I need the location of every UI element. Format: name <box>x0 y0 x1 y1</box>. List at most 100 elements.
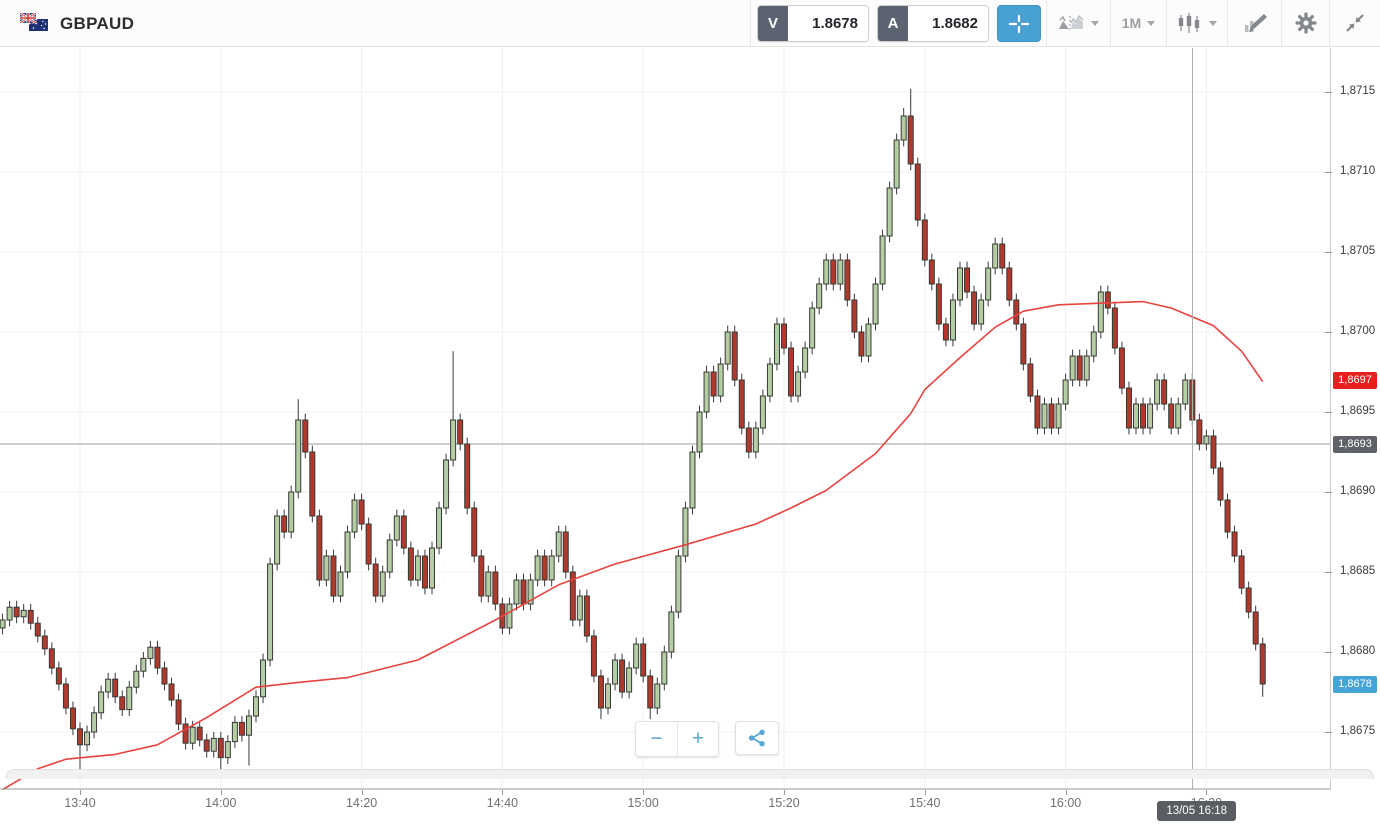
candle-down <box>1245 587 1252 613</box>
time-tick <box>1206 790 1208 795</box>
candle-down <box>858 331 865 357</box>
zoom-button-group: − + <box>635 721 719 757</box>
time-axis[interactable]: 13/05 16:18 13:40 14:00 14:20 14:40 15:00 15:… <box>0 790 1380 821</box>
candle-up <box>1055 403 1062 429</box>
candle-up <box>147 646 154 659</box>
candle-up <box>288 491 295 533</box>
candle-down <box>731 331 738 381</box>
gear-icon <box>1295 12 1316 34</box>
candle-up <box>0 619 6 629</box>
price-chart[interactable] <box>0 48 1330 790</box>
candle-down <box>640 643 647 677</box>
candle-up <box>231 721 238 743</box>
candle-up <box>189 726 196 744</box>
price-tick-label: 1,8705 <box>1340 245 1376 257</box>
timeframe-dropdown[interactable]: 1M <box>1110 0 1166 46</box>
candle-down <box>520 579 527 605</box>
symbol-title: GBPAUD <box>60 14 135 33</box>
price-axis[interactable]: 1,8697 1,8693 1,8678 1,8715 1,8710 1,8705 1… <box>1325 48 1380 790</box>
candle-up <box>682 507 689 557</box>
candle-up <box>1097 291 1104 333</box>
candle-down <box>921 219 928 261</box>
uk-flag-icon <box>20 13 36 23</box>
candle-down <box>597 675 604 709</box>
candle-up <box>675 555 682 613</box>
moving-average-line <box>2 300 1264 790</box>
candle-up <box>485 571 492 597</box>
candle-down <box>203 739 210 752</box>
crosshair-toggle-button[interactable] <box>997 5 1041 42</box>
chart-toolbar: GBPAUD V 1.8678 A 1.8682 <box>0 0 1380 47</box>
chevron-down-icon <box>1147 21 1156 26</box>
candle-down <box>464 443 471 509</box>
bottom-panel-edge <box>6 769 1374 779</box>
candle-up <box>1147 403 1154 429</box>
candle-down <box>738 379 745 429</box>
candle-up <box>386 539 393 573</box>
price-tick-label: 1,8690 <box>1340 485 1376 497</box>
candle-down <box>619 659 626 693</box>
candle-up <box>654 683 661 709</box>
candle-up <box>91 712 98 733</box>
time-tick <box>220 790 222 795</box>
chevron-down-icon <box>1091 21 1099 26</box>
candle-up <box>436 507 443 549</box>
time-tick <box>361 790 363 795</box>
candle-down <box>217 737 224 759</box>
zoom-in-button[interactable]: + <box>677 722 718 756</box>
drawing-tools-button[interactable] <box>1227 0 1281 46</box>
candle-down <box>471 507 478 557</box>
candle-down <box>372 563 379 597</box>
collapse-button[interactable] <box>1329 0 1380 46</box>
candle-down <box>583 595 590 637</box>
candle-up <box>274 515 281 565</box>
candle-down <box>457 419 464 445</box>
candle-down <box>400 515 407 549</box>
candle-up <box>886 187 893 237</box>
candle-up <box>823 259 830 285</box>
time-tick-label: 15:00 <box>627 796 659 810</box>
candle-up <box>626 667 633 693</box>
price-tick-label: 1,8685 <box>1340 565 1376 577</box>
time-tick <box>784 790 785 795</box>
candle-up <box>1182 379 1189 405</box>
candle-up <box>668 611 675 653</box>
candle-down <box>1217 467 1224 501</box>
candle-down <box>1161 379 1168 405</box>
chart-type-dropdown[interactable] <box>1046 0 1110 46</box>
candle-up <box>1203 435 1210 445</box>
sell-quote-button[interactable]: V 1.8678 <box>757 5 869 42</box>
candle-up <box>949 299 956 341</box>
candle-down <box>41 635 48 650</box>
candle-up <box>323 555 330 581</box>
candle-down <box>942 323 949 341</box>
chart-controls: − + <box>635 721 779 757</box>
share-button[interactable] <box>735 721 779 755</box>
candle-down <box>928 259 935 285</box>
candle-down <box>1027 363 1034 397</box>
candle-down <box>365 523 372 565</box>
candle-up <box>1062 379 1069 405</box>
candle-up <box>513 579 520 605</box>
candle-up <box>978 299 985 325</box>
candle-up <box>443 459 450 509</box>
chart-style-dropdown[interactable] <box>1166 0 1227 46</box>
settings-button[interactable] <box>1281 0 1329 46</box>
candle-up <box>809 307 816 349</box>
candle-down <box>1076 355 1083 381</box>
zoom-out-button[interactable]: − <box>636 722 677 756</box>
buy-quote-button[interactable]: A 1.8682 <box>877 5 989 42</box>
candle-up <box>210 737 217 752</box>
candle-up <box>20 609 27 618</box>
candle-up <box>724 331 731 365</box>
candle-up <box>6 606 13 621</box>
candle-up <box>260 659 267 698</box>
candle-down <box>1231 531 1238 557</box>
time-tick <box>924 790 926 795</box>
candle-down <box>788 347 795 397</box>
candle-down <box>478 555 485 597</box>
time-tick-label: 14:20 <box>345 796 378 810</box>
candle-down <box>781 323 787 349</box>
candle-up <box>703 371 710 413</box>
